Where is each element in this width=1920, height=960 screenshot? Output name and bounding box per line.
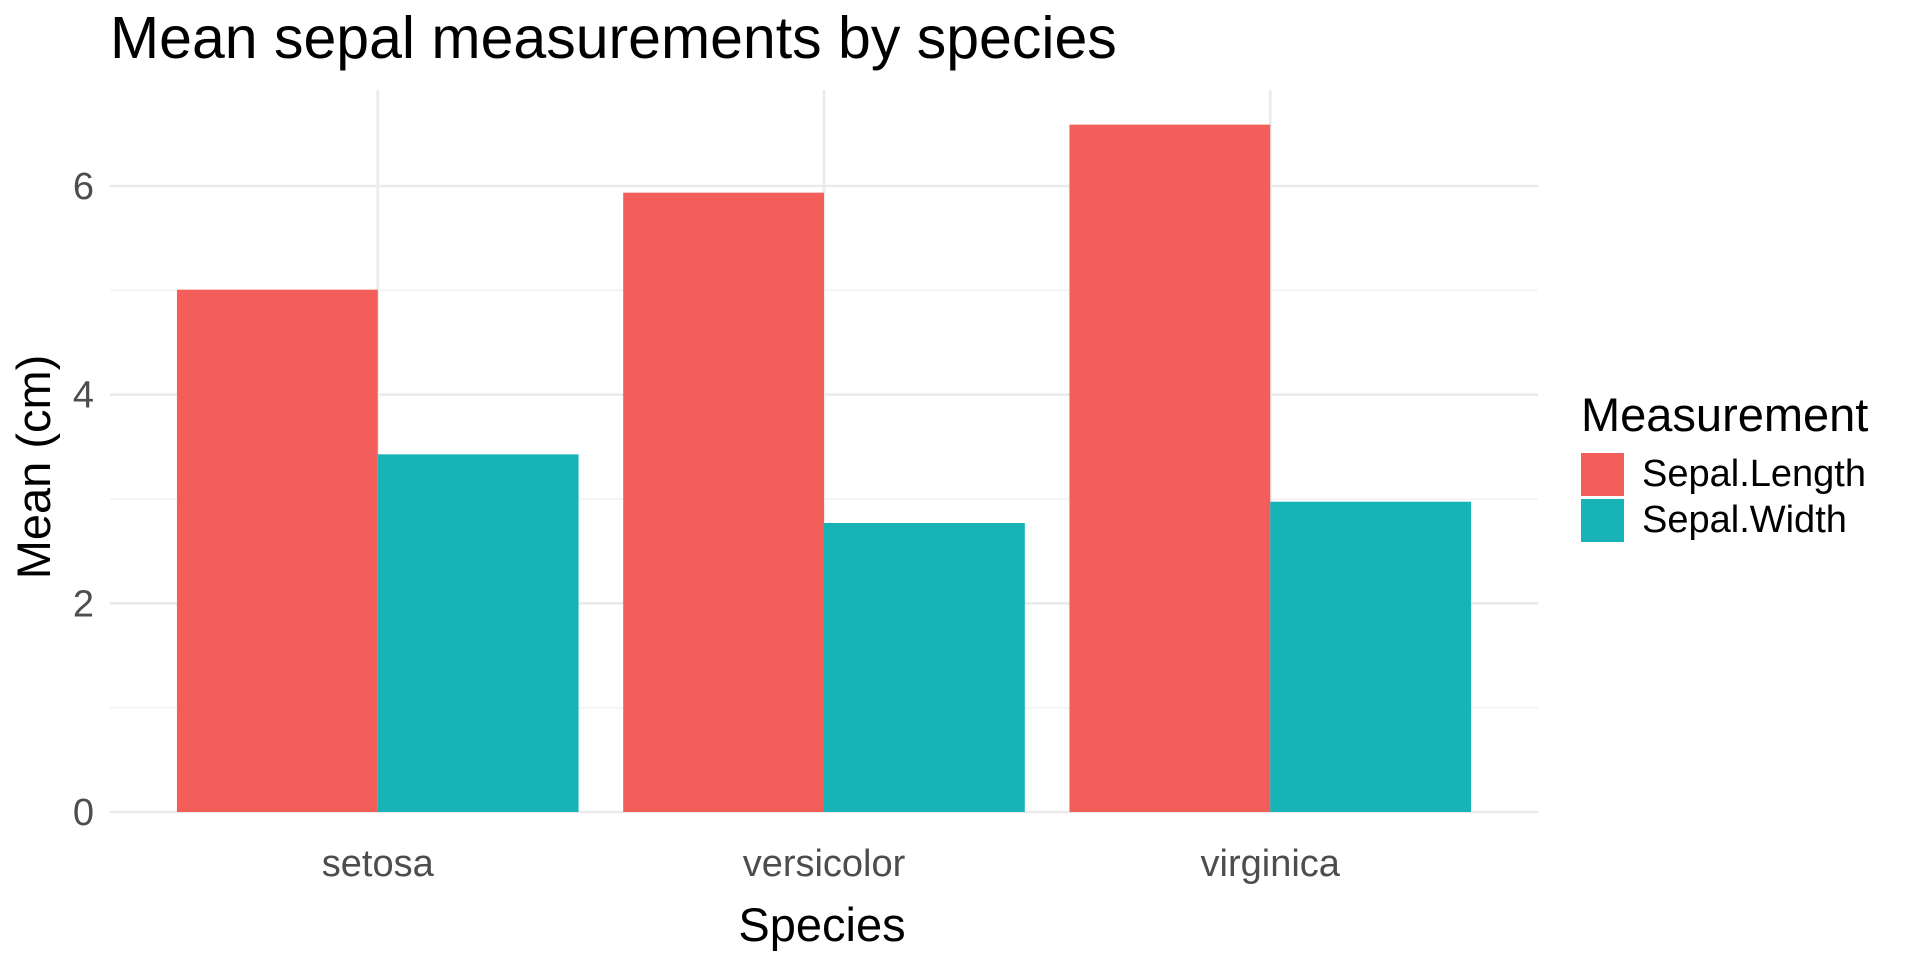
x-axis-ticks: setosa versicolor virginica	[322, 843, 1341, 885]
bars	[176, 124, 1472, 813]
x-tick-label-setosa: setosa	[322, 843, 435, 885]
y-tick-label: 4	[73, 375, 94, 417]
y-axis-title: Mean (cm)	[7, 355, 60, 580]
x-tick-label-virginica: virginica	[1201, 843, 1341, 885]
bar-sepal-length-virginica	[1069, 124, 1271, 813]
legend-key-sepal-width	[1581, 499, 1624, 542]
y-tick-label: 2	[73, 583, 94, 625]
legend-key-sepal-length	[1581, 453, 1624, 496]
x-axis-title: Species	[738, 898, 905, 951]
bar-sepal-length-setosa	[176, 289, 378, 812]
bar-sepal-width-setosa	[377, 454, 579, 812]
bar-sepal-width-virginica	[1270, 501, 1472, 812]
y-axis-ticks: 0 2 4 6	[73, 166, 94, 834]
legend-label-sepal-width: Sepal.Width	[1642, 499, 1847, 541]
x-tick-label-versicolor: versicolor	[743, 843, 906, 885]
y-tick-label: 6	[73, 166, 94, 208]
bar-sepal-width-versicolor	[824, 522, 1025, 812]
bar-sepal-length-versicolor	[623, 192, 824, 812]
legend-title: Measurement	[1581, 388, 1868, 441]
y-tick-label: 0	[73, 792, 94, 834]
chart-title: Mean sepal measurements by species	[110, 5, 1117, 71]
legend-label-sepal-length: Sepal.Length	[1642, 453, 1866, 495]
